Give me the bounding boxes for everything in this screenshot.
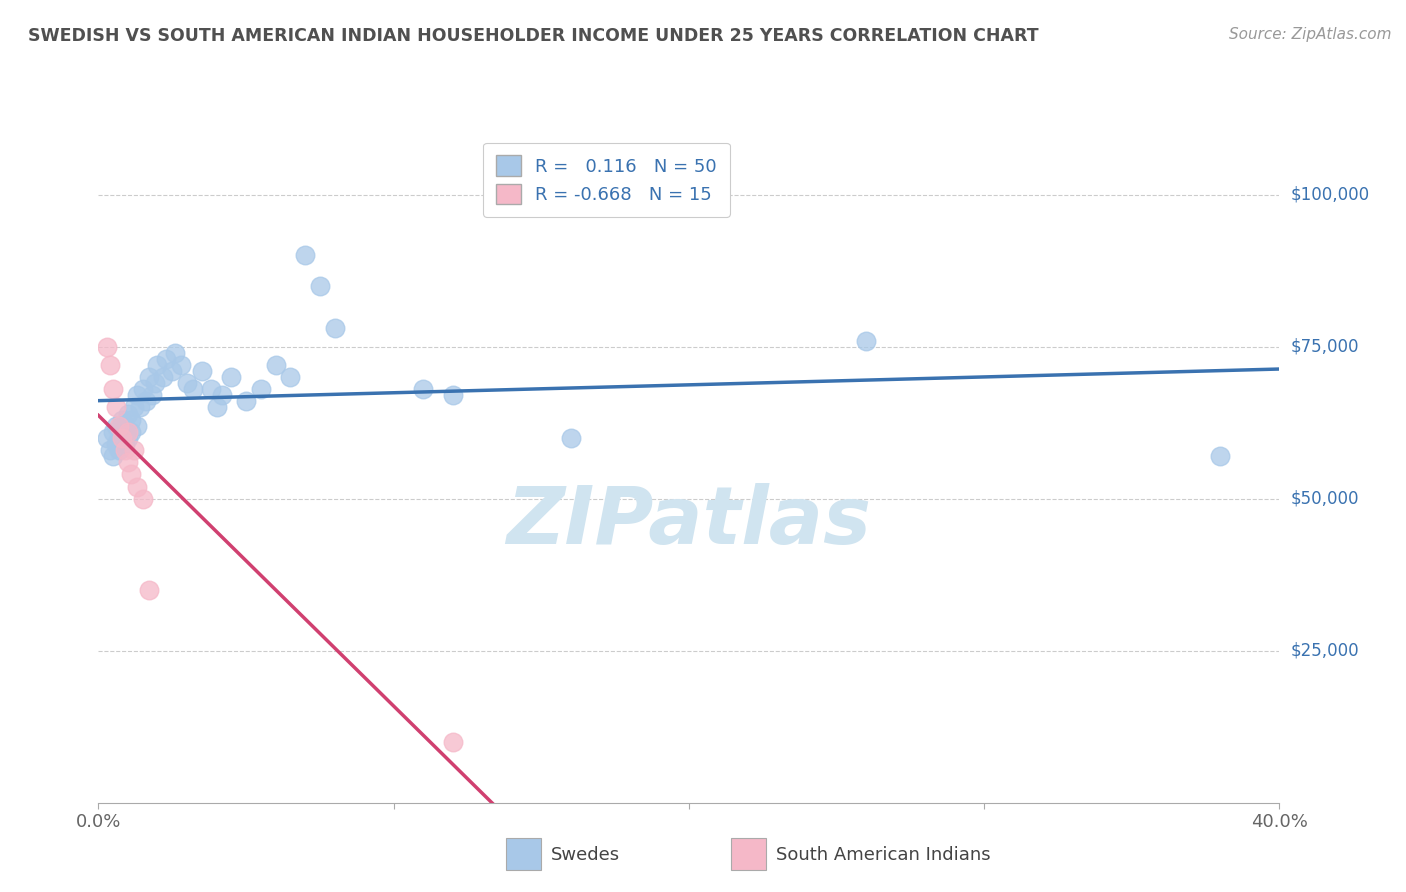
Point (117, 431, 139, 445)
Point (114, 437, 136, 451)
Point (200, 382, 222, 396)
Legend: R =   0.116   N = 50, R = -0.668   N = 15: R = 0.116 N = 50, R = -0.668 N = 15 (482, 143, 730, 217)
Text: $75,000: $75,000 (1291, 338, 1360, 356)
Text: $100,000: $100,000 (1291, 186, 1369, 203)
Point (117, 425, 139, 439)
Point (165, 345, 187, 359)
Point (264, 358, 287, 372)
Point (98, 443, 121, 458)
Point (412, 382, 434, 396)
Point (120, 467, 142, 482)
Text: ZIPatlas: ZIPatlas (506, 483, 872, 561)
Point (181, 382, 204, 396)
Point (105, 437, 128, 451)
Point (560, 431, 582, 445)
Point (294, 248, 316, 262)
Point (191, 364, 214, 378)
Point (441, 735, 464, 749)
Point (117, 455, 139, 469)
Point (114, 443, 136, 458)
Point (170, 358, 193, 372)
Point (111, 425, 134, 439)
Point (1209, 449, 1232, 463)
Point (132, 491, 155, 506)
Point (441, 388, 464, 402)
Point (96, 431, 118, 445)
Point (309, 278, 332, 293)
Point (117, 407, 139, 421)
Point (211, 388, 233, 402)
Point (143, 376, 166, 391)
Text: SWEDISH VS SOUTH AMERICAN INDIAN HOUSEHOLDER INCOME UNDER 25 YEARS CORRELATION C: SWEDISH VS SOUTH AMERICAN INDIAN HOUSEHO… (28, 27, 1039, 45)
Point (855, 334, 877, 348)
Point (125, 388, 148, 402)
Point (111, 412, 134, 426)
Point (323, 321, 346, 335)
Point (111, 431, 134, 445)
Text: $50,000: $50,000 (1291, 490, 1360, 508)
Point (176, 376, 198, 391)
Text: Swedes: Swedes (551, 846, 620, 863)
Point (125, 418, 148, 433)
Point (98, 358, 121, 372)
Point (152, 370, 174, 384)
Point (138, 582, 160, 597)
Point (205, 401, 228, 415)
Point (122, 443, 145, 458)
Point (103, 382, 125, 396)
Point (96, 340, 118, 354)
Point (108, 418, 131, 433)
Point (105, 401, 128, 415)
Point (105, 418, 128, 433)
Point (250, 382, 273, 396)
Point (155, 351, 177, 366)
Point (114, 418, 136, 433)
Text: Source: ZipAtlas.com: Source: ZipAtlas.com (1229, 27, 1392, 42)
Point (120, 425, 142, 439)
Point (162, 364, 183, 378)
Point (103, 425, 125, 439)
Point (108, 431, 131, 445)
Point (146, 358, 169, 372)
Point (138, 370, 160, 384)
Text: $25,000: $25,000 (1291, 641, 1360, 660)
Point (235, 394, 257, 409)
Point (125, 479, 148, 493)
Point (278, 370, 302, 384)
Point (219, 370, 242, 384)
Point (120, 412, 142, 426)
Point (108, 443, 131, 458)
Point (128, 401, 150, 415)
Point (141, 388, 163, 402)
Text: South American Indians: South American Indians (776, 846, 991, 863)
Point (103, 449, 125, 463)
Point (135, 394, 157, 409)
Point (122, 401, 145, 415)
Point (132, 382, 155, 396)
